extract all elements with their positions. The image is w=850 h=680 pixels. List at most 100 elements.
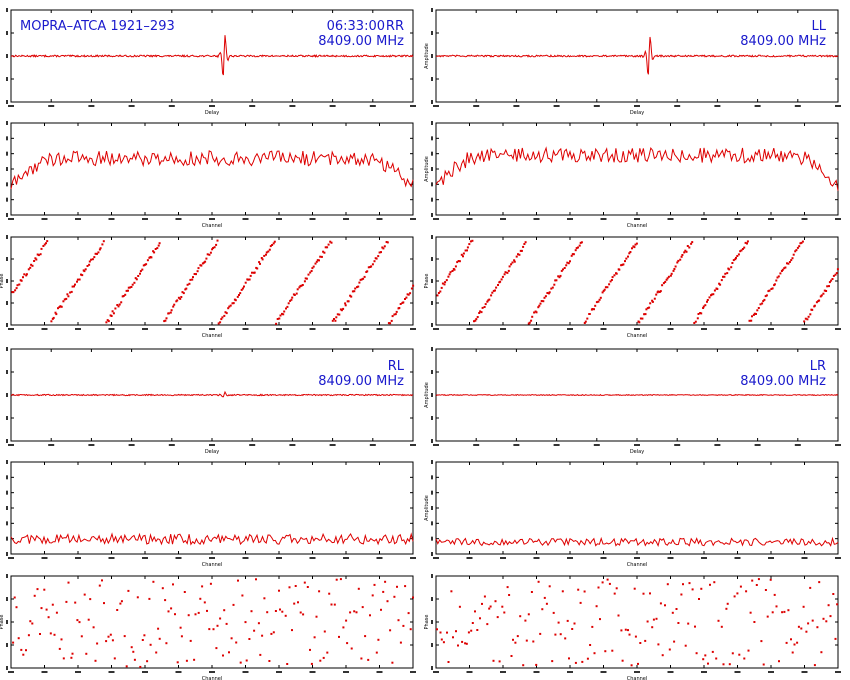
ll-phase-point [651,299,654,302]
rr-phase-point [84,268,87,271]
ll-phase-point [628,252,631,255]
rr-phase-point [268,248,271,251]
ll-phase-point [665,278,668,281]
lr-phase-point [751,579,754,582]
rl-phase-point [201,585,204,588]
ll-phase-point [694,320,697,323]
ll-phase-point [641,317,644,320]
rl-phase-point [346,642,349,645]
rr-phase-point [55,313,58,316]
lr-phase-point [811,619,814,622]
ll-phase-point [787,262,790,265]
rr-phase-x-tick-label [343,328,349,330]
rl-phase-point [20,648,23,651]
rr-phase-point [37,254,40,257]
rl-phase-x-tick-label [410,671,416,673]
ll-phase-point [667,275,670,278]
rr-phase-point [390,319,393,322]
lr-phase-x-tick-label [701,671,707,673]
ll-phase-point [500,278,503,281]
lr-phase-point [827,604,830,607]
ll-phase-point [531,315,534,318]
rr-phase-point [124,293,127,296]
ll-phase-point [466,249,468,252]
ll-phase-point [794,250,797,253]
lr-phase-point [634,635,637,638]
rl-phase-point [274,610,277,612]
rl-phase-point [199,597,202,600]
lr-phase-point [455,630,457,633]
lr-amplitude-trace [435,536,839,548]
rr-phase-point [90,258,93,261]
ll-phase-point [571,253,574,256]
lr-phase-point [516,635,519,638]
rr-phase-point [221,316,224,319]
rr-phase-point [216,239,219,242]
rl-phase-point [67,581,70,584]
rl-delay-x-tick-label [289,444,296,446]
rr-phase-point [333,318,335,320]
lr-phase-point [755,584,758,586]
ll-amplitude-x-tick-label [634,218,640,220]
rl-phase-point [105,640,108,643]
ll-phase-point [815,301,818,304]
rl-phase-point [364,635,367,638]
rl-phase-point [319,659,322,662]
rr-phase-point [406,293,409,296]
lr-phase-point [615,587,618,590]
rr-phase-point [35,258,38,261]
ll-phase-point [507,269,510,272]
rl-phase-point [130,646,133,649]
rr-phase-point [154,248,157,250]
rr-phase-point [81,274,84,277]
ll-phase-x-axis-label: Channel [627,333,648,339]
rl-phase-point [228,651,230,654]
rr-phase-point [129,286,131,289]
rr-delay-x-tick-label [88,105,95,107]
rl-phase-point [322,656,325,659]
lr-phase-point [512,638,514,641]
rr-phase-x-tick-label [376,328,383,330]
rr-phase-point [27,268,30,271]
rl-phase-point [209,582,212,585]
lr-amplitude-y-axis-label: Amplitude [424,495,430,521]
rr-phase-point [65,297,68,300]
lr-phase-point [731,652,734,655]
rl-phase-point [338,635,340,638]
lr-delay-panel: Delay Amplitude [424,347,841,455]
rl-phase-point [53,633,56,636]
lr-phase-point [753,621,756,623]
rl-phase-point [203,601,206,604]
rr-amplitude-x-tick-label [108,218,115,220]
lr-phase-point [790,638,792,641]
ll-amplitude-y-tick-label [431,136,433,141]
lr-phase-point [554,633,557,636]
rl-phase-point [39,633,41,635]
ll-phase-point [535,311,538,314]
lr-phase-point [624,628,627,631]
rl-phase-point [402,624,405,627]
rl-phase-point [87,618,90,621]
lr-phase-point [664,604,666,607]
lr-phase-point [673,640,676,643]
rl-delay-x-tick-label [8,444,14,446]
rr-amplitude-panel: Channel [6,121,416,229]
ll-phase-point [443,283,446,286]
rr-phase-point [206,253,209,256]
ll-phase-point [792,253,795,256]
ll-phase-point [664,280,667,283]
ll-phase-point [795,249,798,252]
rr-delay-x-tick-label [410,105,416,107]
rl-phase-point [361,606,364,609]
ll-phase-point [437,292,440,294]
rl-phase-point [375,651,378,654]
ll-phase-point [601,291,604,294]
rr-phase-point [354,287,357,290]
lr-phase-point [680,593,683,596]
lr-phase-point [688,582,691,585]
rl-phase-point [109,633,112,636]
lr-phase-point [747,649,750,652]
lr-phase-point [781,611,784,614]
rr-phase-point [117,305,120,308]
